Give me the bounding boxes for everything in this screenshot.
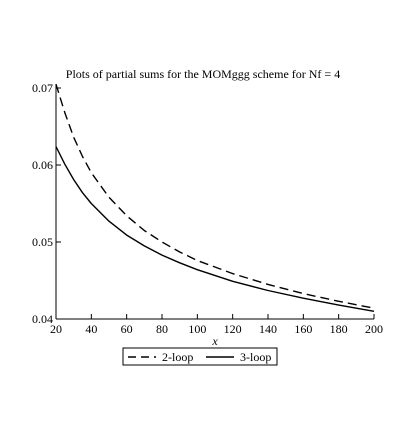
y-tick-label: 0.04 <box>32 312 53 326</box>
legend-label-3-loop: 3-loop <box>240 350 271 364</box>
x-tick-label: 60 <box>121 322 133 336</box>
x-tick-label: 140 <box>259 322 277 336</box>
series-layer <box>55 83 375 312</box>
x-axis-label: x <box>211 334 218 348</box>
x-tick-label: 180 <box>330 322 348 336</box>
y-tick-label: 0.07 <box>32 81 53 95</box>
x-tick-label: 160 <box>294 322 312 336</box>
x-tick-label: 40 <box>85 322 97 336</box>
legend-box <box>122 347 278 366</box>
x-tick-label: 80 <box>156 322 168 336</box>
series-line-2-loop <box>55 83 375 309</box>
chart-title: Plots of partial sums for the MOMggg sch… <box>66 67 340 81</box>
legend-label-2-loop: 2-loop <box>162 350 193 364</box>
y-ticks: 0.04 0.05 0.06 0.07 <box>32 81 61 326</box>
x-ticks: 20 40 60 80 100 120 140 160 180 200 <box>50 314 383 336</box>
x-tick-label: 20 <box>50 322 62 336</box>
x-tick-label: 100 <box>188 322 206 336</box>
series-line-3-loop <box>55 146 375 312</box>
y-tick-label: 0.06 <box>32 158 53 172</box>
x-tick-label: 120 <box>224 322 242 336</box>
y-tick-label: 0.05 <box>32 235 53 249</box>
x-tick-label: 200 <box>365 322 383 336</box>
legend: 2-loop 3-loop <box>122 347 278 366</box>
